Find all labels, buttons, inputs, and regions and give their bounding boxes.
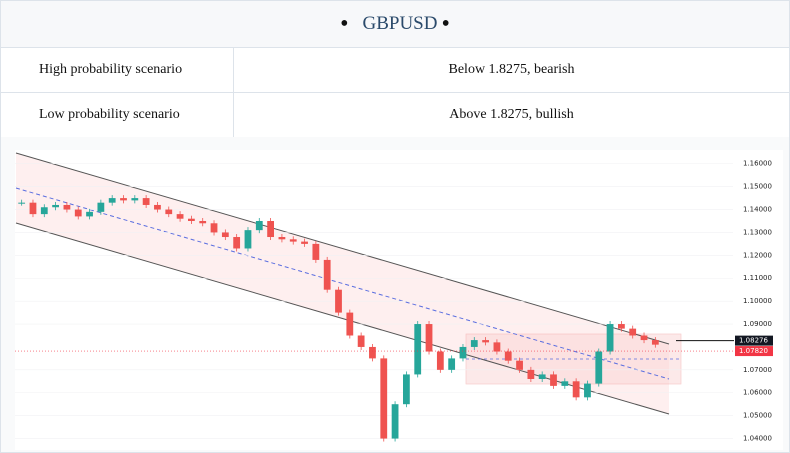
candle — [40, 207, 48, 215]
candle — [29, 202, 37, 215]
candle — [154, 204, 161, 210]
y-tick-label: 1.12000 — [743, 251, 772, 259]
candle — [63, 204, 71, 210]
candle — [470, 340, 478, 347]
y-tick-label: 1.13000 — [743, 228, 772, 236]
candle — [74, 209, 82, 217]
candle — [651, 340, 659, 345]
cell: Low probability scenario — [1, 93, 234, 137]
price-label: 1.08276 — [739, 337, 768, 345]
candle — [629, 328, 637, 336]
candle — [606, 324, 614, 352]
candle — [18, 202, 26, 204]
y-tick-label: 1.16000 — [743, 160, 772, 168]
cell: High probability scenario — [1, 48, 234, 92]
candle — [233, 237, 241, 249]
candle — [86, 211, 93, 217]
candle — [108, 198, 116, 203]
candle — [516, 360, 523, 370]
y-tick-label: 1.11000 — [743, 274, 772, 282]
candle — [414, 324, 422, 375]
candle — [572, 381, 580, 398]
candle — [561, 381, 569, 386]
price-label: 1.07820 — [739, 347, 768, 355]
zone — [465, 333, 682, 385]
candle — [595, 351, 603, 384]
candle — [436, 351, 444, 370]
candle — [267, 220, 274, 238]
title-bar: • GBPUSD • — [1, 1, 789, 48]
candle — [448, 358, 456, 370]
candle — [210, 223, 218, 233]
candle — [640, 335, 648, 341]
y-tick-label: 1.07000 — [743, 366, 772, 374]
candle — [289, 239, 297, 242]
candle — [312, 243, 320, 260]
candle — [301, 241, 308, 244]
candle — [584, 383, 591, 398]
candle — [142, 198, 150, 205]
y-tick-label: 1.14000 — [743, 206, 772, 214]
candle — [403, 374, 410, 405]
channel-lower — [15, 222, 670, 415]
candle — [391, 404, 399, 439]
candle — [346, 312, 354, 336]
candle — [504, 351, 512, 361]
title: GBPUSD — [362, 13, 438, 34]
candle — [176, 214, 184, 219]
y-tick-label: 1.15000 — [743, 183, 772, 191]
candle — [188, 218, 195, 221]
channel-upper — [15, 152, 670, 345]
price-box — [735, 335, 773, 346]
candle — [97, 202, 105, 212]
candle — [52, 204, 59, 208]
candle — [527, 369, 535, 380]
candle — [335, 289, 342, 313]
candle — [618, 324, 625, 329]
y-tick-label: 1.09000 — [743, 320, 772, 328]
table-row: High probability scenario Below 1.8275, b… — [1, 48, 789, 93]
candle — [131, 198, 139, 201]
candle — [278, 237, 286, 240]
candle — [199, 220, 207, 224]
y-tick-label: 1.10000 — [743, 297, 772, 305]
cell: Below 1.8275, bearish — [448, 62, 575, 77]
y-tick-label: 1.04000 — [743, 435, 772, 443]
chart: 1.16000 1.15000 1.14000 1.13000 1.12000 1.110… — [1, 137, 789, 452]
table-row: Low probability scenario Above 1.8275, bu… — [1, 93, 789, 138]
candle — [221, 232, 229, 238]
candle — [482, 340, 489, 343]
candle — [120, 198, 127, 201]
cell: Above 1.8275, bullish — [449, 107, 574, 122]
candle — [493, 342, 501, 352]
candle — [459, 346, 467, 359]
candle — [255, 220, 263, 231]
channel-mid — [15, 187, 670, 380]
candle — [550, 374, 557, 386]
y-tick-label: 1.06000 — [743, 389, 772, 397]
candle — [425, 324, 433, 352]
candle — [357, 335, 365, 347]
candle — [538, 374, 546, 380]
candle — [244, 230, 252, 249]
price-box — [735, 346, 773, 357]
candle — [323, 259, 331, 290]
candle — [380, 358, 388, 439]
y-tick-label: 1.05000 — [743, 412, 772, 420]
candle — [369, 346, 376, 359]
candle — [165, 209, 173, 215]
